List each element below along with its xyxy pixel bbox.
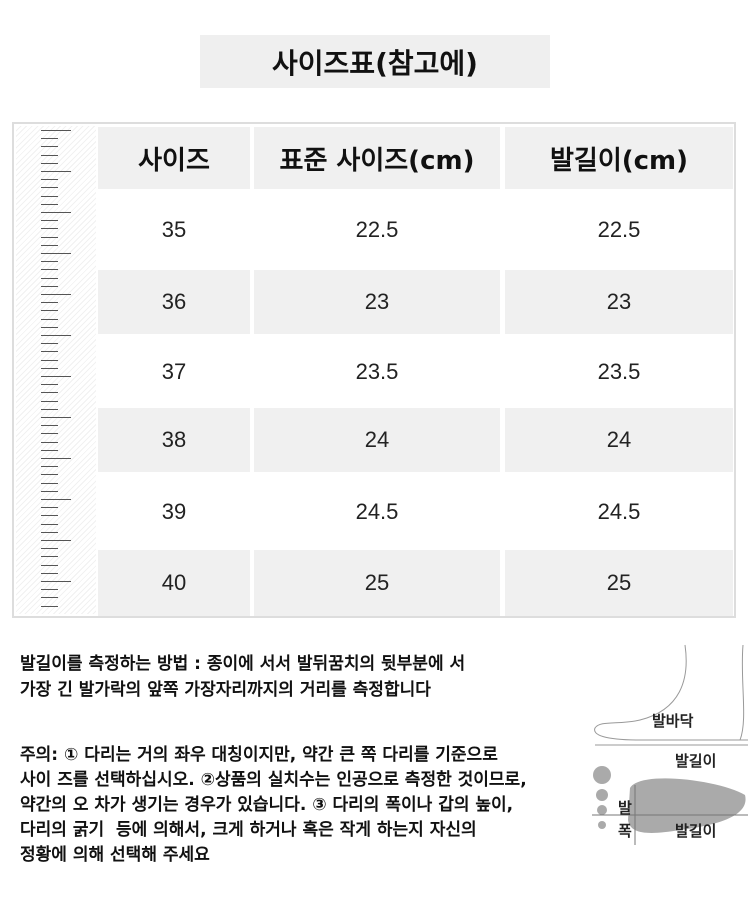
- ruler-tick: [41, 261, 58, 263]
- ruler-tick: [41, 138, 58, 140]
- ruler-tick: [41, 154, 58, 156]
- ruler-tick: [41, 589, 58, 591]
- ruler-tick: [41, 449, 58, 451]
- foot-diagram: 발바닥 발길이 발 폭 발길이: [580, 640, 750, 860]
- ruler-tick: [41, 490, 58, 492]
- ruler-tick: [41, 212, 71, 213]
- width-label-1: 발: [618, 799, 632, 817]
- ruler-tick: [41, 499, 71, 500]
- ruler-tick: [41, 326, 58, 328]
- cell-foot-length: 24.5: [597, 499, 641, 524]
- cell-size: 38: [98, 408, 250, 472]
- ruler-tick: [41, 244, 58, 246]
- measure-line-1: 발길이를 측정하는 방법 : 종이에 서서 발뒤꿈치의 뒷부분에 서: [20, 654, 466, 674]
- ruler-tick: [41, 302, 58, 304]
- page-title: 사이즈표(참고에): [200, 35, 550, 88]
- note-line-5: 정황에 의해 선택해 주세요: [20, 845, 210, 865]
- ruler-tick: [41, 540, 71, 541]
- cell-size: 36: [98, 270, 250, 334]
- note-line-2: 사이 즈를 선택하십시오. ②상품의 실치수는 인공으로 측정한 것이므로,: [20, 770, 527, 790]
- cell-size: 37: [161, 359, 187, 384]
- ruler-tick: [41, 433, 58, 435]
- note-line-1: 주의: ① 다리는 거의 좌우 대칭이지만, 약간 큰 쪽 다리를 기준으로: [20, 745, 498, 765]
- cell-size: 35: [161, 217, 187, 242]
- cell-standard-size: 23.5: [355, 359, 399, 384]
- ruler-tick: [41, 310, 58, 312]
- ruler-tick: [41, 458, 71, 459]
- measure-line-2: 가장 긴 발가락의 앞쪽 가장자리까지의 거리를 측정합니다: [20, 680, 431, 700]
- ruler-tick: [41, 408, 58, 410]
- ruler-tick: [41, 367, 58, 369]
- ruler-tick: [41, 187, 58, 189]
- ruler-tick: [41, 597, 58, 599]
- ruler-tick: [41, 482, 58, 484]
- ruler-tick: [41, 179, 58, 181]
- ruler-tick: [41, 162, 58, 164]
- ruler-tick: [41, 515, 58, 517]
- ruler-tick: [41, 335, 71, 336]
- ruler-tick: [41, 285, 58, 287]
- cell-standard-size: 24: [254, 408, 500, 472]
- ruler-tick: [41, 220, 58, 222]
- header-size: 사이즈: [98, 127, 250, 189]
- header-standard-size: 표준 사이즈(cm): [254, 127, 500, 189]
- header-foot-length: 발길이(cm): [505, 127, 733, 189]
- ruler-tick: [41, 466, 58, 468]
- ruler-tick: [41, 417, 71, 418]
- ruler-tick: [41, 564, 58, 566]
- sole-label: 발바닥: [652, 712, 694, 730]
- cell-standard-size: 24.5: [355, 499, 399, 524]
- cell-foot-length: 25: [505, 550, 733, 616]
- ruler-tick: [41, 294, 71, 295]
- ruler-tick: [41, 441, 58, 443]
- ruler-tick: [41, 531, 58, 533]
- cell-size: 40: [98, 550, 250, 616]
- ruler-tick: [41, 400, 58, 402]
- ruler-tick: [41, 253, 71, 254]
- cell-foot-length: 23: [505, 270, 733, 334]
- ruler-tick: [41, 523, 58, 525]
- width-label-2: 폭: [618, 822, 632, 840]
- ruler-tick: [41, 392, 58, 394]
- ruler-tick: [41, 318, 58, 320]
- ruler-tick: [41, 376, 71, 377]
- ruler-tick: [41, 195, 58, 197]
- ruler-tick: [41, 130, 71, 131]
- cell-standard-size: 25: [254, 550, 500, 616]
- cell-size: 39: [161, 499, 187, 524]
- length-label-bottom: 발길이: [675, 822, 717, 840]
- ruler-tick: [41, 203, 58, 205]
- ruler-tick: [41, 548, 58, 550]
- ruler-tick: [41, 359, 58, 361]
- ruler-tick: [41, 384, 58, 386]
- cell-standard-size: 22.5: [355, 217, 399, 242]
- cell-standard-size: 23: [254, 270, 500, 334]
- ruler-tick: [41, 351, 58, 353]
- ruler-decoration: [16, 126, 96, 614]
- ruler-tick: [41, 581, 71, 582]
- ruler-tick: [41, 605, 58, 607]
- ruler-tick: [41, 343, 58, 345]
- note-line-4: 다리의 굵기 등에 의해서, 크게 하거나 혹은 작게 하는지 자신의: [20, 820, 477, 840]
- ruler-tick: [41, 425, 58, 427]
- ruler-tick: [41, 277, 58, 279]
- cell-foot-length: 23.5: [597, 359, 641, 384]
- cell-foot-length: 22.5: [597, 217, 641, 242]
- ruler-tick: [41, 572, 58, 574]
- ruler-tick: [41, 507, 58, 509]
- ruler-tick: [41, 146, 58, 148]
- ruler-tick: [41, 228, 58, 230]
- ruler-tick: [41, 236, 58, 238]
- cell-foot-length: 24: [505, 408, 733, 472]
- ruler-tick: [41, 556, 58, 558]
- ruler-tick: [41, 269, 58, 271]
- ruler-tick: [41, 171, 71, 172]
- size-table: 사이즈 표준 사이즈(cm) 발길이(cm) 35 22.5 22.5 36 23 23 37 23…: [12, 122, 736, 618]
- foot-illustration: [592, 644, 748, 845]
- length-label-top: 발길이: [675, 752, 717, 770]
- ruler-tick: [41, 474, 58, 476]
- note-line-3: 약간의 오 차가 생기는 경우가 있습니다. ③ 다리의 폭이나 갑의 높이,: [20, 795, 514, 815]
